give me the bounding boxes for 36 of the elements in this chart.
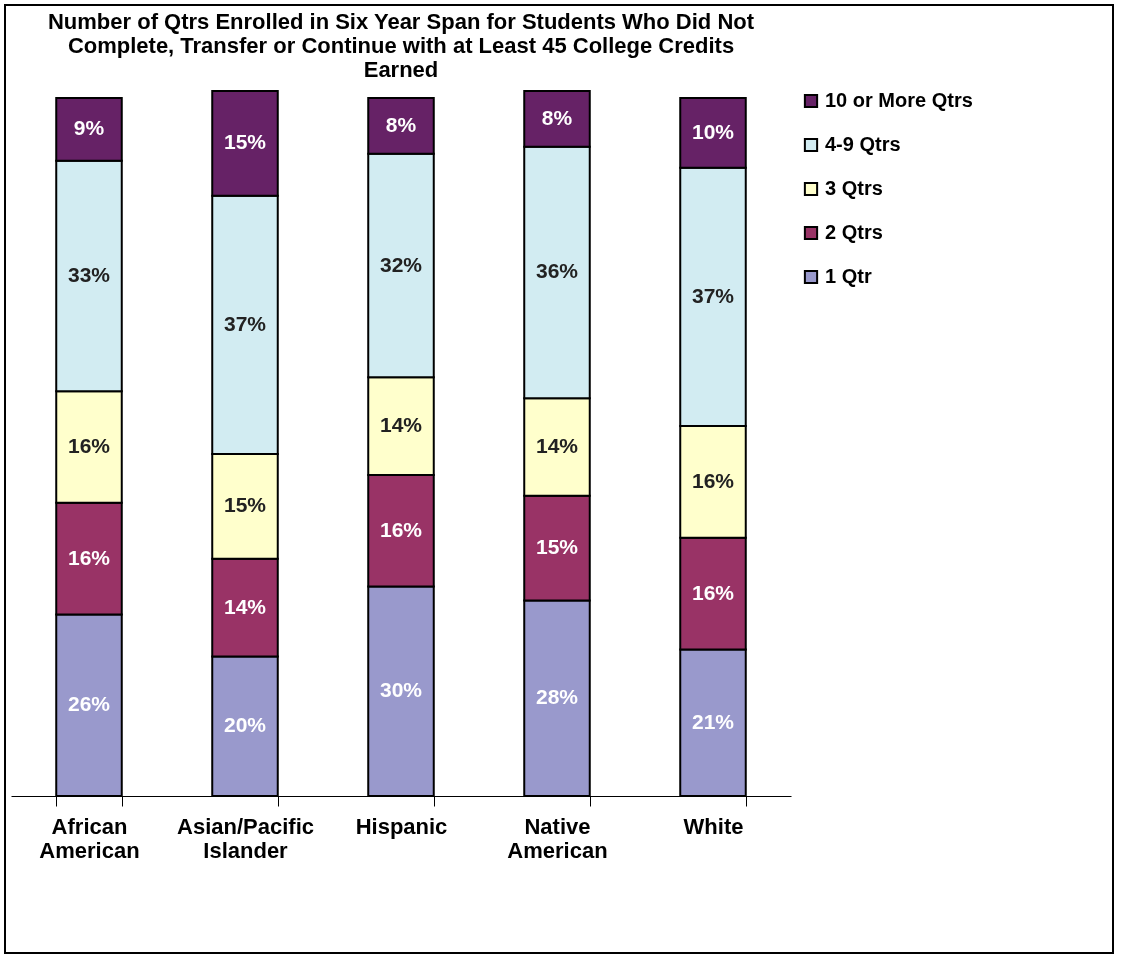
data-label: 15% [535,535,579,559]
legend-label: 3 Qtrs [825,177,883,199]
x-tick-label: Hispanic [355,813,448,839]
data-label: 14% [223,594,267,618]
data-label: 30% [379,678,423,702]
data-label: 15% [223,493,267,517]
data-label: 16% [691,580,735,604]
data-label: 15% [223,130,267,154]
x-tick-label: Asian/Pacific Islander [177,813,314,863]
data-label: 8% [385,112,417,136]
data-label: 28% [535,685,579,709]
data-label: 10% [691,119,735,143]
data-label: 21% [691,709,735,733]
chart-title: Number of Qtrs Enrolled in Six Year Span for Students Who Did Not Complete, Transfer or Continue with at Least 45 College Credits Earned [47,9,755,82]
data-label: 14% [535,433,579,457]
legend-label: 10 or More Qtrs [825,89,973,111]
legend-label: 2 Qtrs [825,221,883,243]
x-tick-label: Native American [507,813,608,863]
legend-label: 4-9 Qtrs [825,133,901,155]
data-label: 16% [67,545,111,569]
x-tick-label: African American [39,813,140,863]
data-label: 9% [73,116,105,140]
data-label: 33% [67,262,111,286]
data-label: 20% [223,713,267,737]
data-label: 26% [67,692,111,716]
data-label: 37% [691,283,735,307]
data-label: 8% [541,105,573,129]
data-label: 37% [223,311,267,335]
data-label: 14% [379,413,423,437]
data-label: 36% [535,259,579,283]
data-label: 16% [67,433,111,457]
x-tick-label: White [683,813,744,839]
data-label: 32% [379,252,423,276]
legend-label: 1 Qtr [825,265,872,287]
data-label: 16% [691,468,735,492]
data-label: 16% [379,517,423,541]
